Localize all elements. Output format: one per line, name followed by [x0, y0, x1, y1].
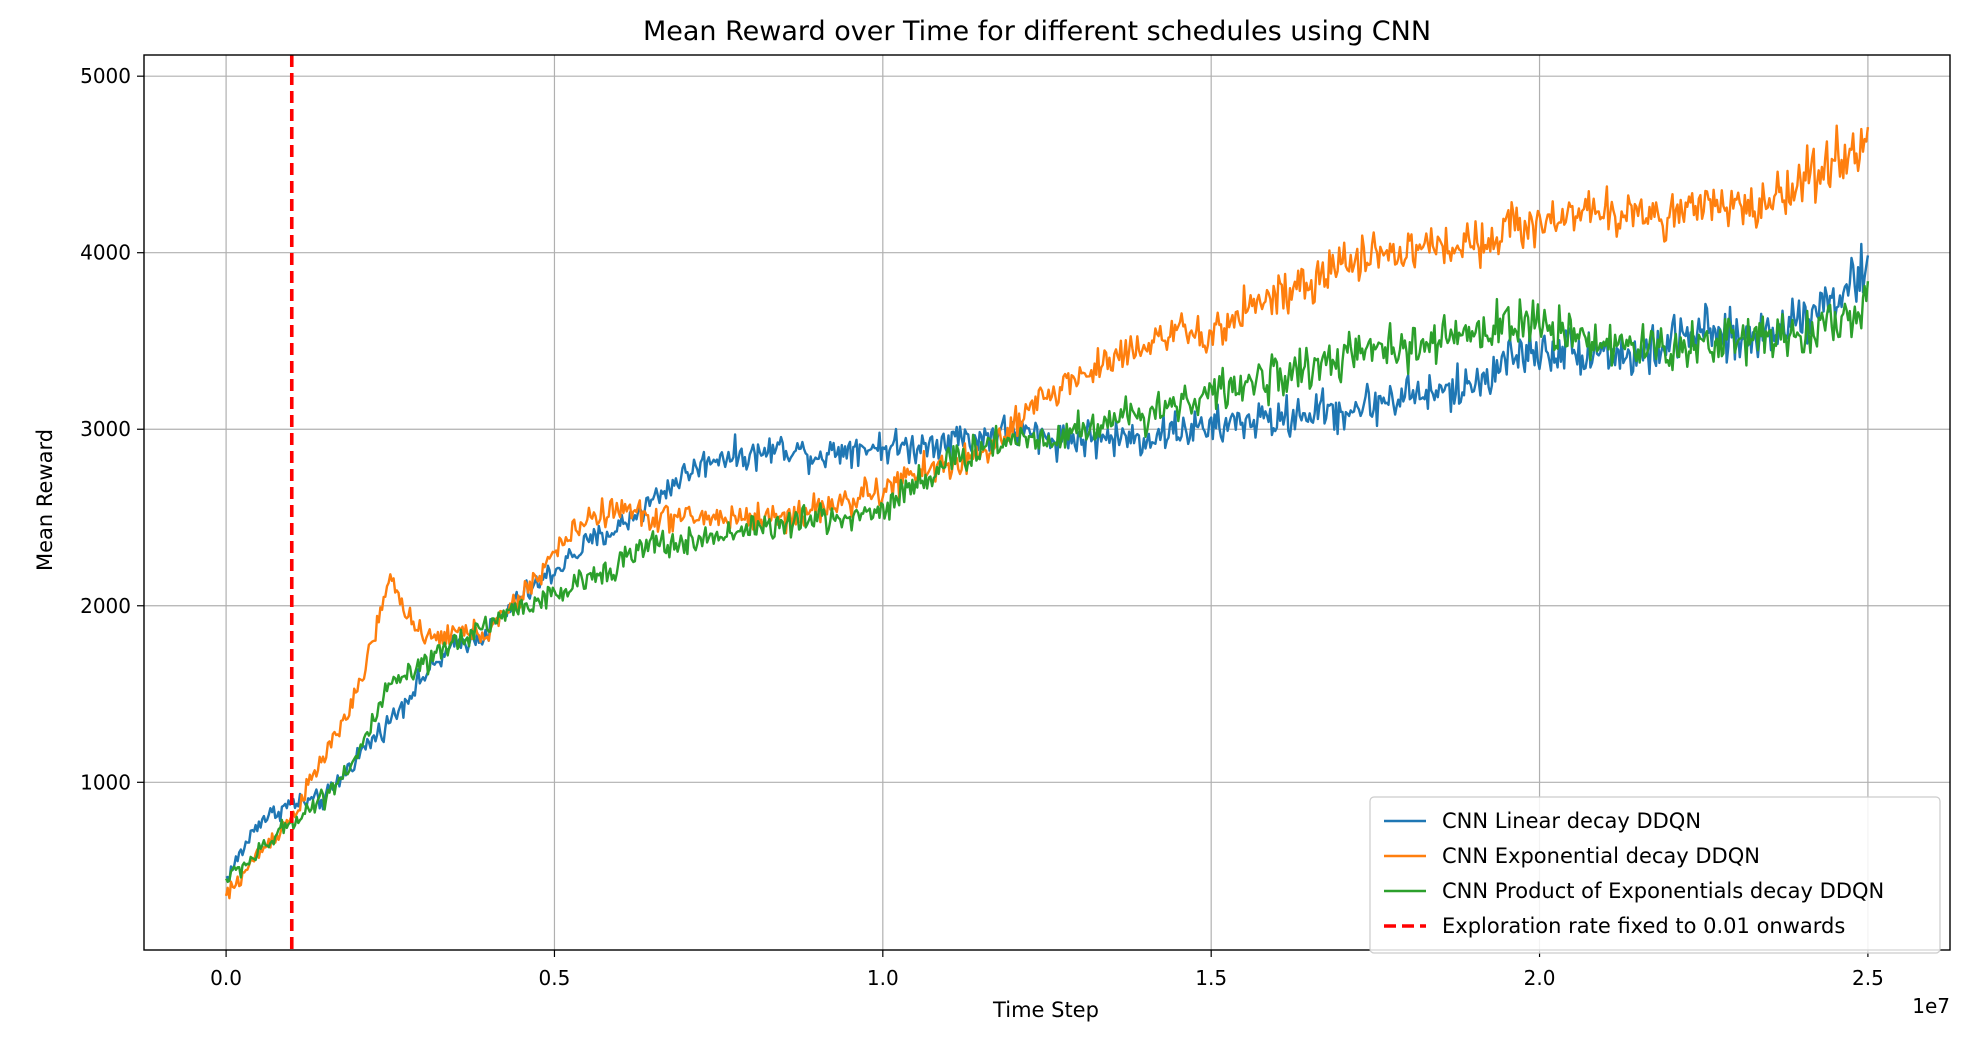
chart-title: Mean Reward over Time for different sche… [643, 16, 1431, 47]
x-tick-label: 2.5 [1852, 966, 1884, 990]
axis-ticks: 0.0 0.5 1.0 1.5 2.0 2.5 1000 2000 3000 4000 5000 [80, 64, 1884, 990]
y-tick-label: 2000 [80, 594, 131, 618]
x-tick-label: 2.0 [1524, 966, 1556, 990]
y-tick-label: 3000 [80, 417, 131, 441]
x-tick-label: 0.0 [210, 966, 242, 990]
grid [144, 55, 1950, 950]
x-tick-label: 0.5 [539, 966, 571, 990]
y-tick-label: 5000 [80, 64, 131, 88]
x-tick-label: 1.5 [1195, 966, 1227, 990]
x-axis-label: Time Step [992, 998, 1099, 1022]
x-axis-offset-label: 1e7 [1912, 994, 1950, 1018]
y-tick-label: 1000 [80, 770, 131, 794]
series-line-3 [225, 281, 1870, 884]
legend-label: CNN Exponential decay DDQN [1442, 844, 1760, 868]
y-axis-label: Mean Reward [33, 429, 57, 571]
legend-label: Exploration rate fixed to 0.01 onwards [1442, 914, 1845, 938]
series-lines [224, 124, 1870, 900]
legend-label: CNN Linear decay DDQN [1442, 809, 1701, 833]
x-tick-label: 1.0 [867, 966, 899, 990]
legend-box [1369, 796, 1941, 954]
plot-area-frame [143, 54, 1951, 951]
y-tick-label: 4000 [80, 241, 131, 265]
legend-label: CNN Product of Exponentials decay DDQN [1442, 879, 1884, 903]
legend: CNN Linear decay DDQN CNN Exponential dec… [1369, 796, 1941, 954]
